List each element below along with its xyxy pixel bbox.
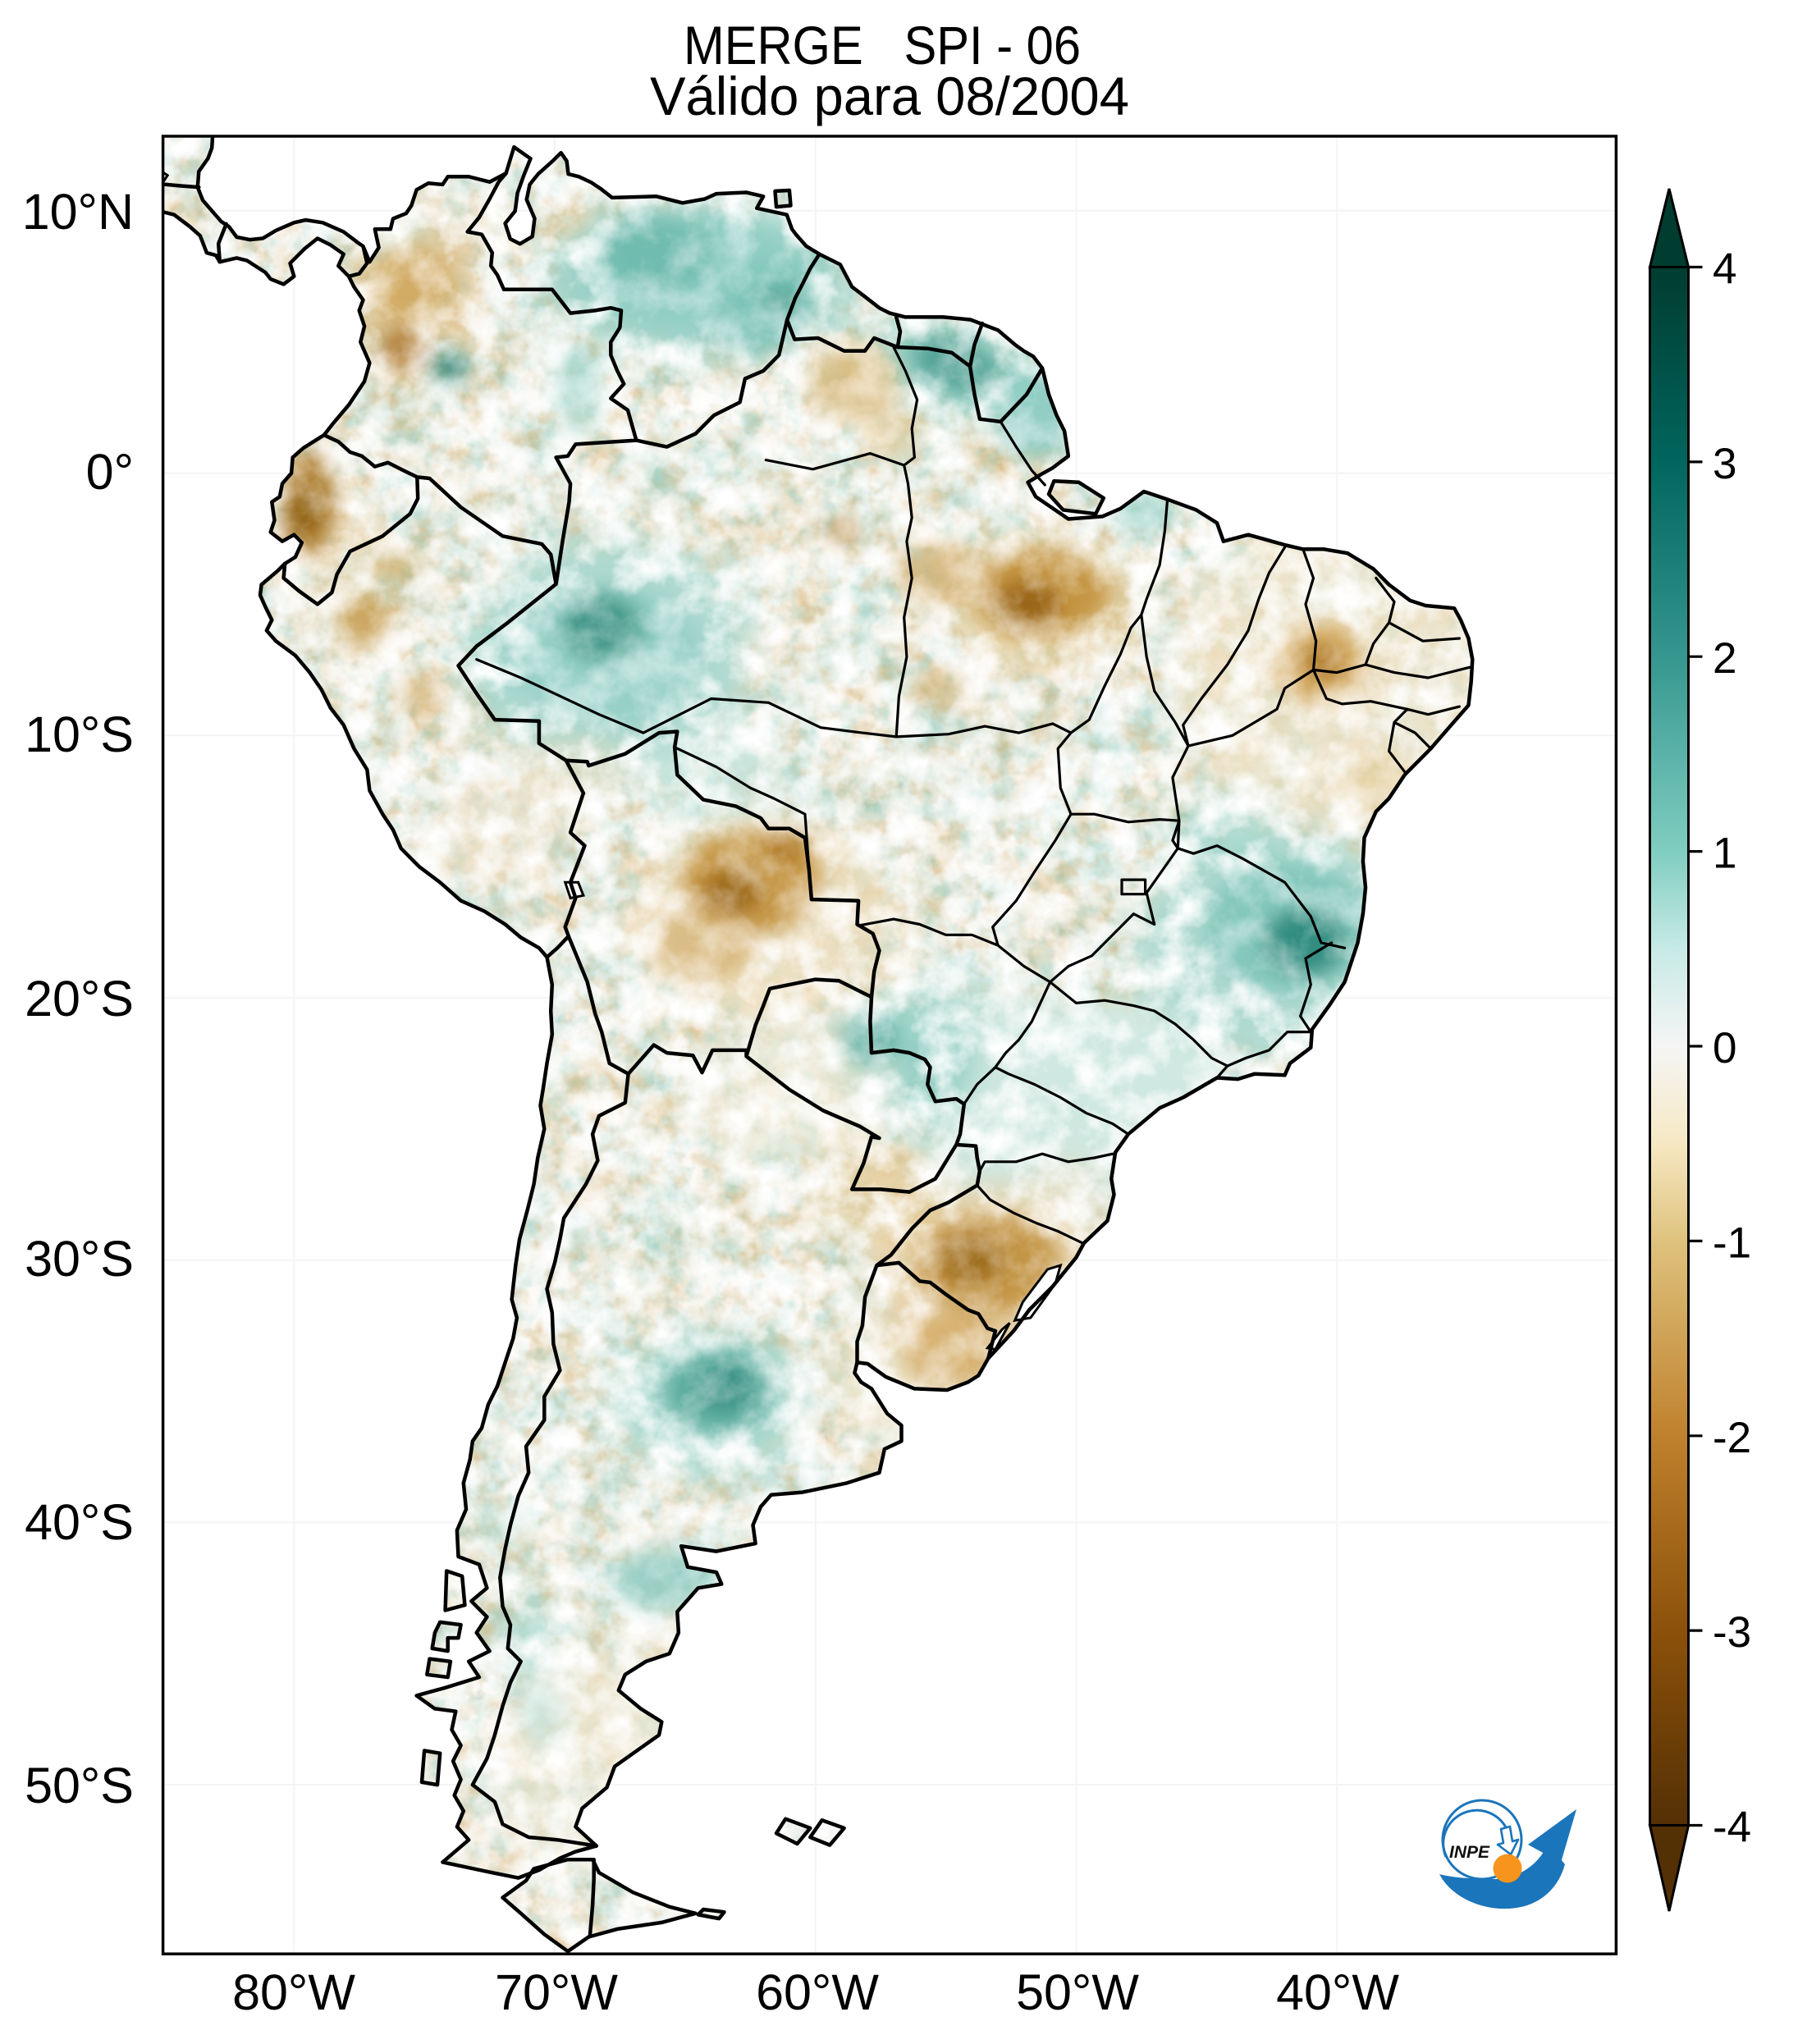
svg-text:10°N: 10°N bbox=[22, 184, 134, 240]
svg-text:40°W: 40°W bbox=[1276, 1964, 1399, 2020]
svg-text:MERGE SPI - 06: MERGE SPI - 06 bbox=[684, 15, 1081, 75]
svg-text:20°S: 20°S bbox=[25, 971, 134, 1027]
svg-text:-3: -3 bbox=[1713, 1608, 1751, 1657]
svg-text:0: 0 bbox=[1713, 1024, 1736, 1072]
svg-text:50°W: 50°W bbox=[1016, 1964, 1139, 2020]
svg-text:80°W: 80°W bbox=[232, 1964, 355, 2020]
svg-text:4: 4 bbox=[1713, 245, 1736, 294]
svg-text:30°S: 30°S bbox=[25, 1231, 134, 1287]
svg-text:Válido para 08/2004: Válido para 08/2004 bbox=[650, 66, 1129, 126]
svg-text:-2: -2 bbox=[1713, 1414, 1751, 1462]
svg-text:60°W: 60°W bbox=[756, 1964, 879, 2020]
svg-text:INPE: INPE bbox=[1449, 1843, 1490, 1862]
svg-text:10°S: 10°S bbox=[25, 706, 134, 762]
svg-text:70°W: 70°W bbox=[495, 1964, 618, 2020]
svg-text:2: 2 bbox=[1713, 634, 1736, 683]
svg-text:0°: 0° bbox=[86, 444, 134, 500]
svg-text:-4: -4 bbox=[1713, 1804, 1751, 1852]
svg-text:50°S: 50°S bbox=[25, 1758, 134, 1813]
svg-text:40°S: 40°S bbox=[25, 1494, 134, 1550]
svg-text:3: 3 bbox=[1713, 440, 1736, 488]
svg-text:-1: -1 bbox=[1713, 1219, 1751, 1267]
svg-text:1: 1 bbox=[1713, 830, 1736, 878]
